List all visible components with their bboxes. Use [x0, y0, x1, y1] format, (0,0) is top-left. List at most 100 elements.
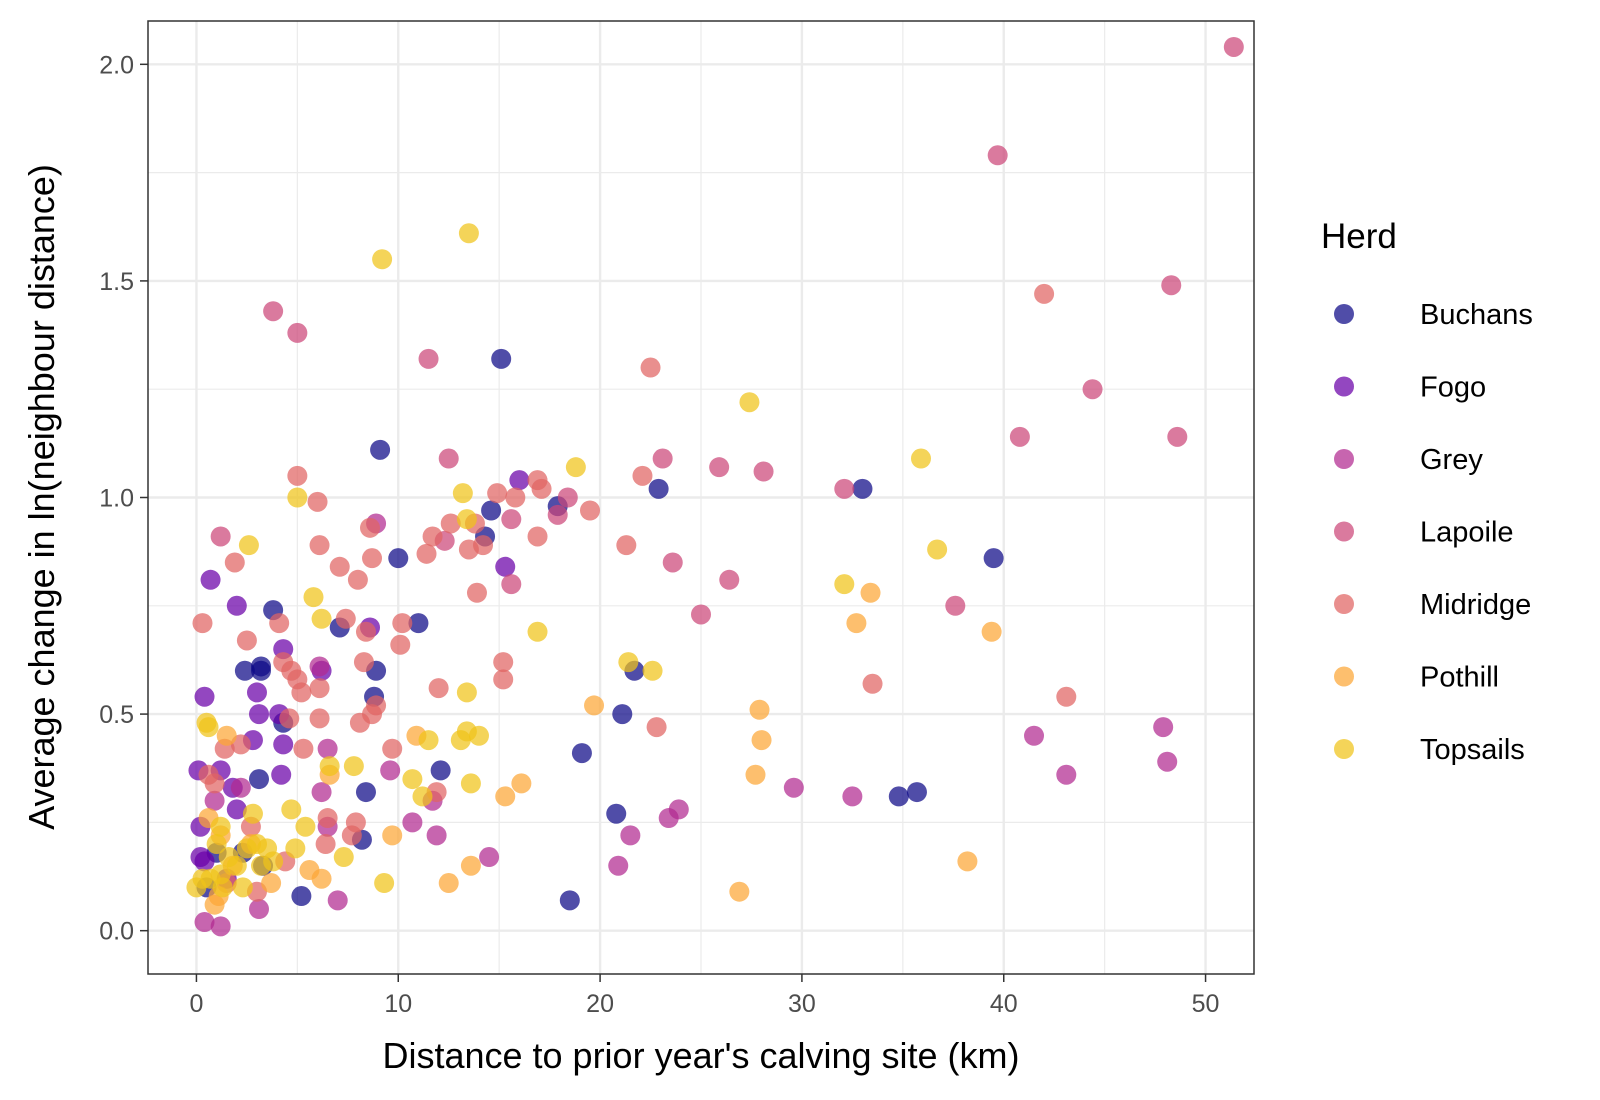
data-point [309, 678, 330, 699]
data-point [249, 899, 270, 920]
legend-item-topsails: Topsails [1334, 734, 1525, 766]
data-point [616, 535, 637, 556]
legend-label: Lapoile [1420, 517, 1514, 549]
data-point [374, 873, 395, 894]
data-point [388, 548, 409, 569]
data-point [192, 868, 213, 889]
data-point [198, 717, 219, 738]
data-point [303, 587, 324, 608]
data-point [210, 816, 231, 837]
data-point [327, 890, 348, 911]
data-point [349, 712, 370, 733]
data-point [945, 595, 966, 616]
y-tick-label: 1.0 [99, 485, 134, 513]
data-point [862, 673, 883, 694]
data-point [527, 526, 548, 547]
data-point [783, 777, 804, 798]
data-point [309, 656, 330, 677]
x-tick-label: 10 [384, 990, 412, 1018]
data-point [390, 634, 411, 655]
data-point [456, 509, 477, 530]
data-points [186, 36, 1244, 937]
data-point [642, 660, 663, 681]
data-point [438, 873, 459, 894]
data-point [408, 613, 429, 634]
data-point [343, 756, 364, 777]
data-point [271, 764, 292, 785]
y-tick-label: 1.5 [99, 268, 134, 296]
x-tick-label: 20 [586, 990, 614, 1018]
legend-item-pothill: Pothill [1334, 662, 1499, 694]
data-point [668, 799, 689, 820]
data-point [249, 704, 270, 725]
data-point [236, 630, 257, 651]
data-point [531, 478, 552, 499]
data-point [311, 782, 332, 803]
data-point [1034, 283, 1055, 304]
data-point [505, 487, 526, 508]
data-point [495, 556, 516, 577]
data-point [402, 812, 423, 833]
legend-label: Midridge [1420, 589, 1531, 621]
legend-swatch [1334, 304, 1354, 324]
data-point [311, 868, 332, 889]
data-point [269, 613, 290, 634]
data-point [285, 838, 306, 859]
data-point [1009, 426, 1030, 447]
data-point [745, 764, 766, 785]
data-point [487, 483, 508, 504]
data-point [491, 348, 512, 369]
legend-label: Buchans [1420, 299, 1533, 331]
data-point [493, 669, 514, 690]
data-point [460, 855, 481, 876]
data-point [281, 799, 302, 820]
data-point [652, 448, 673, 469]
data-point [392, 613, 413, 634]
data-point [481, 500, 502, 521]
data-point [216, 725, 237, 746]
data-point [460, 773, 481, 794]
data-point [468, 725, 489, 746]
data-point [648, 478, 669, 499]
data-point [232, 877, 253, 898]
data-point [1056, 764, 1077, 785]
data-point [279, 708, 300, 729]
data-point [981, 621, 1002, 642]
data-point [341, 825, 362, 846]
data-point [319, 756, 340, 777]
data-point [565, 457, 586, 478]
data-point [412, 786, 433, 807]
data-point [287, 487, 308, 508]
data-point [458, 223, 479, 244]
legend-swatch [1334, 594, 1354, 614]
data-point [691, 604, 711, 625]
data-point [236, 838, 257, 859]
data-point [618, 652, 639, 673]
series-lapoile [210, 36, 1244, 625]
legend-item-midridge: Midridge [1334, 589, 1531, 621]
data-point [495, 786, 516, 807]
data-point [751, 730, 772, 751]
data-point [957, 851, 978, 872]
data-point [509, 470, 530, 491]
data-point [251, 656, 272, 677]
data-point [1223, 36, 1244, 57]
data-point [753, 461, 774, 482]
data-point [428, 678, 449, 699]
data-point [1056, 686, 1077, 707]
data-point [612, 704, 633, 725]
data-point [620, 825, 641, 846]
legend-swatch [1334, 521, 1354, 542]
data-point [366, 695, 387, 716]
data-point [1153, 717, 1174, 738]
legend-items: Buchans Fogo Grey Lapoile Midridge Pothill Top… [1334, 299, 1533, 766]
data-point [370, 439, 391, 460]
data-point [416, 543, 437, 564]
data-point [983, 548, 1004, 569]
x-tick-label: 0 [189, 990, 203, 1018]
data-point [1167, 426, 1188, 447]
series-grey [194, 513, 1178, 937]
data-point [200, 569, 221, 590]
data-point [335, 608, 356, 629]
data-point [281, 660, 302, 681]
